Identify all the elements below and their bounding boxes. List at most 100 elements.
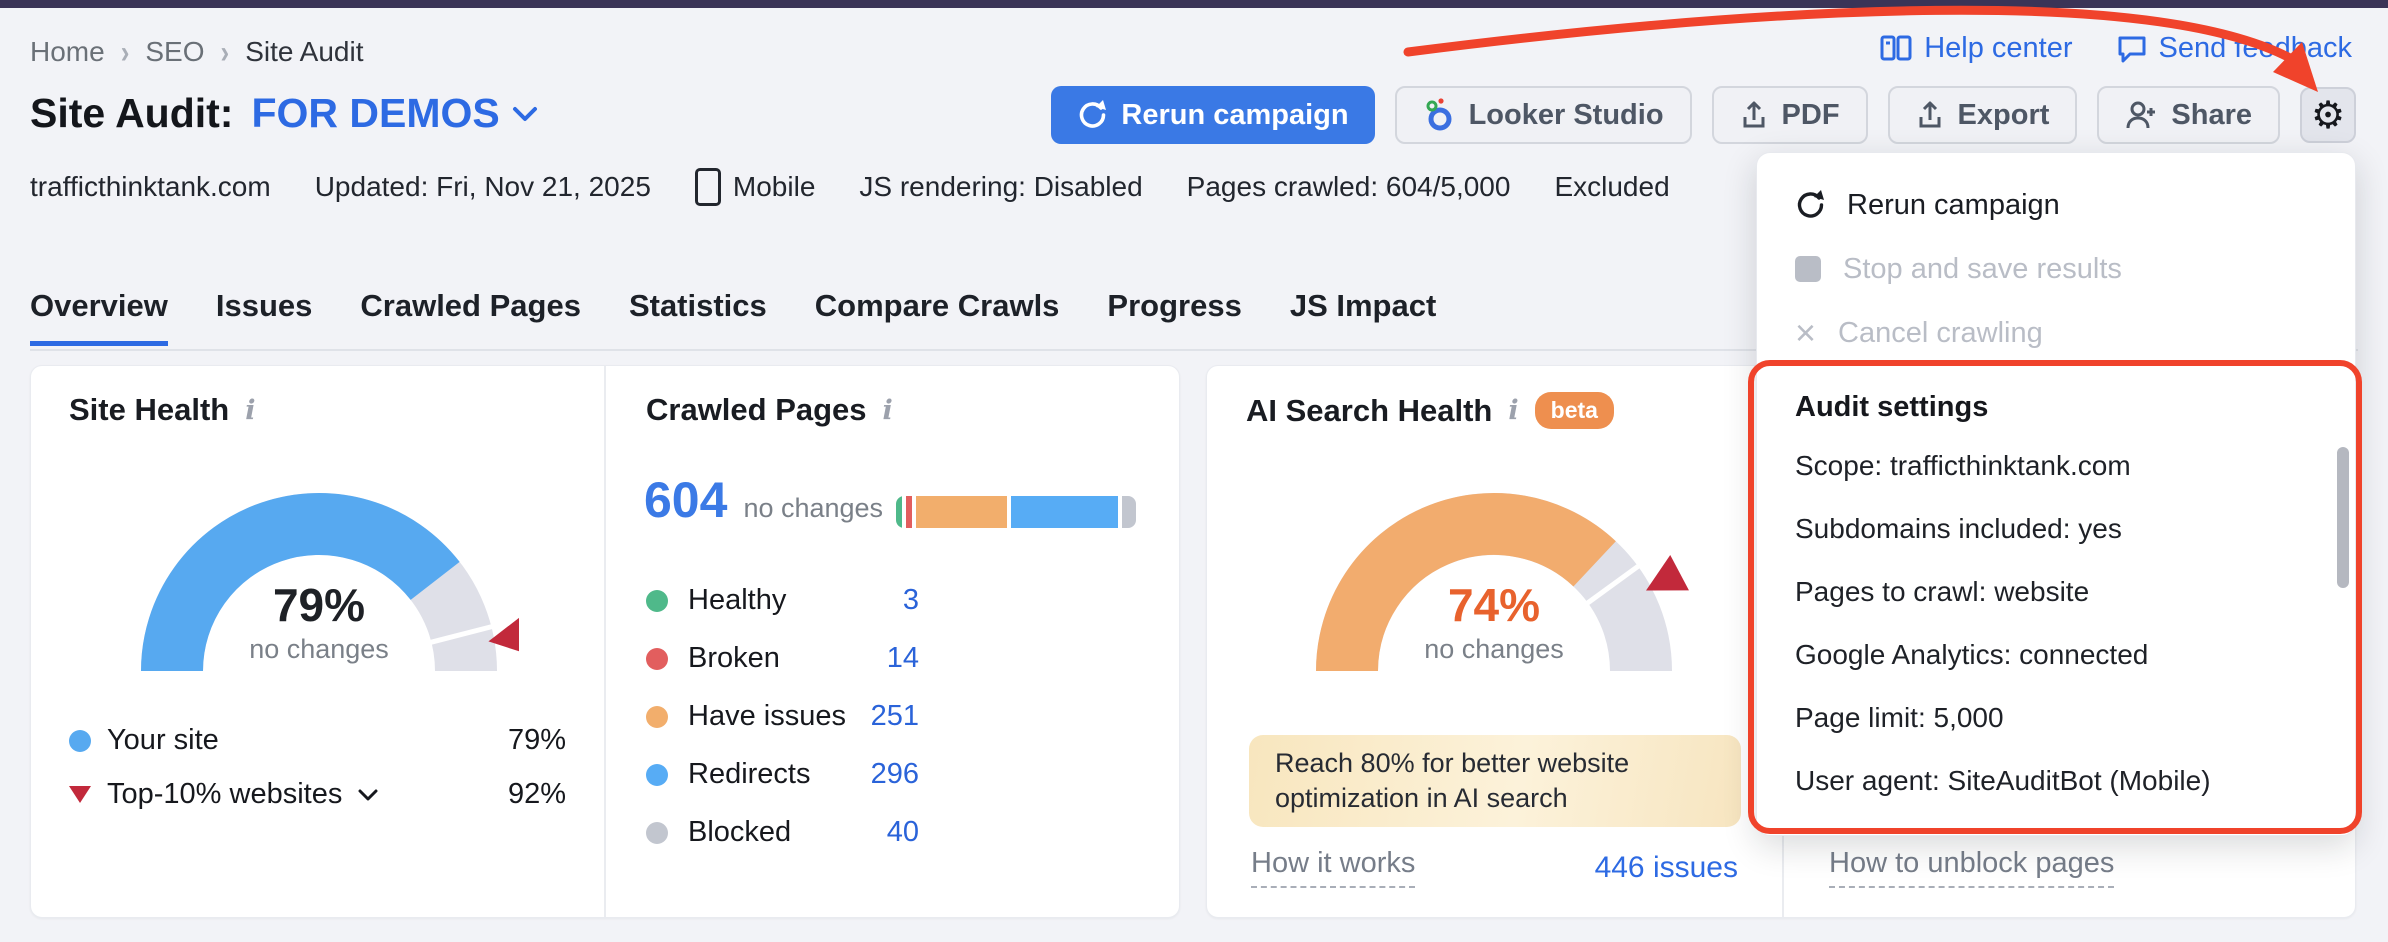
crawled-pages-total-row: 604 no changes: [644, 471, 883, 529]
chevron-down-icon[interactable]: [358, 789, 378, 801]
tab-compare-crawls[interactable]: Compare Crawls: [814, 288, 1060, 323]
blocked-value[interactable]: 40: [886, 816, 919, 848]
mobile-phone-icon: [694, 168, 721, 206]
export-button[interactable]: Export: [1887, 86, 2078, 144]
menu-rerun-label: Rerun campaign: [1847, 188, 2060, 221]
help-center-label: Help center: [1924, 32, 2073, 64]
campaign-name: FOR DEMOS: [251, 90, 500, 136]
legend-row-broken: Broken 14: [646, 642, 919, 675]
how-to-unblock-pages-link[interactable]: How to unblock pages: [1829, 847, 2115, 888]
have-issues-label: Have issues: [688, 700, 846, 732]
refresh-icon: [1080, 100, 1107, 128]
crawled-pages-stacked-bar: [896, 496, 1136, 528]
ai-search-tip: Reach 80% for better website optimizatio…: [1249, 735, 1741, 827]
menu-rerun-campaign[interactable]: Rerun campaign: [1757, 173, 2355, 237]
site-health-title-label: Site Health: [69, 392, 230, 427]
issues-count-link[interactable]: 446 issues: [1594, 851, 1738, 884]
info-icon[interactable]: i: [245, 394, 256, 426]
card-divider: [604, 366, 606, 917]
broken-label: Broken: [688, 642, 780, 674]
looker-studio-button[interactable]: Looker Studio: [1394, 86, 1692, 144]
top10-value: 92%: [507, 778, 566, 810]
ai-search-percent: 74%: [1447, 579, 1541, 631]
site-health-title: Site Health i: [69, 392, 255, 428]
menu-scrollbar-thumb[interactable]: [2337, 447, 2349, 588]
breadcrumb-seo[interactable]: SEO: [145, 36, 205, 67]
tab-bar-divider: [30, 349, 2358, 351]
breadcrumb-home[interactable]: Home: [30, 36, 105, 67]
info-icon[interactable]: i: [882, 394, 893, 426]
top10-label: Top-10% websites: [107, 778, 343, 810]
book-icon: [1880, 35, 1912, 60]
have-issues-value[interactable]: 251: [870, 700, 919, 732]
ai-search-change: no changes: [1424, 634, 1564, 664]
legend-row-top10: Top-10% websites 92%: [69, 778, 566, 811]
refresh-icon: [1797, 190, 1824, 218]
header-actions: Rerun campaign Looker Studio PDF: [1051, 86, 2356, 144]
setting-user-agent: User agent: SiteAuditBot (Mobile): [1795, 765, 2211, 796]
upload-icon: [1919, 101, 1941, 128]
tab-overview[interactable]: Overview: [30, 288, 168, 346]
settings-gear-button[interactable]: ⚙: [2300, 87, 2356, 143]
legend-row-your-site: Your site 79%: [69, 724, 566, 757]
tab-progress[interactable]: Progress: [1107, 288, 1242, 323]
site-health-change: no changes: [249, 634, 389, 664]
meta-domain: trafficthinktank.com: [30, 171, 271, 202]
rerun-campaign-label: Rerun campaign: [1121, 98, 1349, 131]
campaign-selector[interactable]: FOR DEMOS: [251, 90, 537, 137]
help-center-link[interactable]: Help center: [1880, 32, 2073, 65]
crawled-pages-change: no changes: [743, 493, 884, 523]
legend-row-healthy: Healthy 3: [646, 584, 919, 617]
bar-segment-redirects: [1010, 496, 1118, 528]
gear-icon: ⚙: [2310, 94, 2346, 137]
meta-device-label: Mobile: [732, 171, 816, 202]
chevron-right-icon: ›: [220, 33, 230, 70]
ai-search-tip-text: Reach 80% for better website optimizatio…: [1275, 748, 1630, 813]
bar-segment-healthy: [896, 496, 903, 528]
campaign-meta-row: trafficthinktank.com Updated: Fri, Nov 2…: [30, 168, 1670, 206]
share-button[interactable]: Share: [2097, 86, 2280, 144]
blocked-label: Blocked: [688, 816, 792, 848]
tab-bar: Overview Issues Crawled Pages Statistics…: [30, 288, 1436, 350]
how-it-works-link[interactable]: How it works: [1251, 847, 1416, 888]
tab-js-impact[interactable]: JS Impact: [1289, 288, 1437, 323]
meta-updated: Updated: Fri, Nov 21, 2025: [314, 171, 651, 202]
bar-segment-broken: [906, 496, 913, 528]
menu-cancel-crawling[interactable]: × Cancel crawling: [1757, 301, 2355, 365]
broken-value[interactable]: 14: [886, 642, 919, 674]
meta-js-rendering: JS rendering: Disabled: [859, 171, 1143, 202]
site-health-percent: 79%: [272, 579, 366, 631]
red-triangle-down-icon: [69, 786, 91, 803]
meta-device: Mobile: [694, 168, 816, 206]
app-top-strip: [0, 0, 2388, 8]
menu-cancel-label: Cancel crawling: [1838, 316, 2043, 349]
speech-bubble-icon: [2118, 36, 2146, 62]
redirects-dot-icon: [646, 763, 668, 786]
close-icon: ×: [1795, 312, 1817, 353]
blocked-dot-icon: [646, 821, 668, 844]
settings-dropdown-menu: Rerun campaign Stop and save results × C…: [1756, 152, 2356, 836]
chevron-right-icon: ›: [120, 33, 130, 70]
chevron-down-icon: [512, 106, 537, 121]
rerun-campaign-button[interactable]: Rerun campaign: [1051, 86, 1375, 144]
tab-statistics[interactable]: Statistics: [628, 288, 767, 323]
menu-stop-save[interactable]: Stop and save results: [1757, 237, 2355, 301]
looker-studio-icon: [1426, 98, 1452, 131]
crawled-pages-title: Crawled Pages i: [646, 392, 893, 428]
tab-crawled-pages[interactable]: Crawled Pages: [360, 288, 581, 323]
setting-pages-to-crawl: Pages to crawl: website: [1795, 576, 2090, 607]
tab-issues[interactable]: Issues: [215, 288, 313, 323]
site-health-gauge: [119, 471, 519, 681]
beta-badge: beta: [1534, 392, 1614, 429]
person-plus-icon: [2126, 101, 2156, 129]
audit-settings-list: Scope: trafficthinktank.com Subdomains i…: [1757, 434, 2355, 812]
stop-icon: [1795, 256, 1821, 282]
healthy-value[interactable]: 3: [902, 584, 919, 616]
healthy-dot-icon: [646, 589, 668, 612]
send-feedback-link[interactable]: Send feedback: [2117, 32, 2352, 65]
meta-pages-crawled: Pages crawled: 604/5,000: [1186, 171, 1511, 202]
pdf-button[interactable]: PDF: [1711, 86, 1868, 144]
broken-dot-icon: [646, 647, 668, 670]
info-icon[interactable]: i: [1508, 395, 1519, 426]
redirects-value[interactable]: 296: [870, 758, 919, 790]
